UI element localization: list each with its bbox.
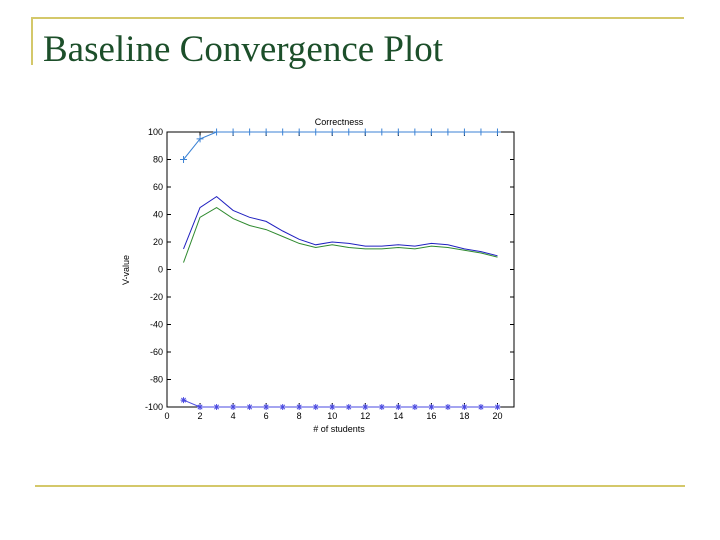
series-4-point — [461, 404, 468, 410]
x-tick-label: 10 — [327, 411, 337, 421]
series-4-point — [494, 404, 501, 410]
x-tick-label: 0 — [164, 411, 169, 421]
series-4-point — [296, 404, 303, 410]
y-tick-label: -20 — [150, 292, 163, 302]
series-1-point — [444, 128, 452, 136]
series-1-point — [312, 128, 320, 136]
series-4-point — [345, 404, 352, 410]
y-tick-label: 100 — [148, 127, 163, 137]
series-1-point — [477, 128, 485, 136]
series-1-point — [328, 128, 336, 136]
chart-title: Correctness — [315, 117, 364, 127]
x-tick-label: 2 — [198, 411, 203, 421]
y-tick-label: -80 — [150, 375, 163, 385]
series-1-point — [493, 128, 501, 136]
axes: 0 2 4 6 8 10 12 14 16 18 20 100 80 60 40 20 0 -20 -40 -60 -8… — [145, 127, 515, 421]
series-4-point — [444, 404, 451, 410]
series-4-point — [230, 404, 237, 410]
series-4-point — [378, 404, 385, 410]
series-1-point — [427, 128, 435, 136]
series-4-point — [329, 404, 336, 410]
y-tick-label: 0 — [158, 265, 163, 275]
series-1-point — [361, 128, 369, 136]
x-tick-label: 18 — [459, 411, 469, 421]
series-4-point — [477, 404, 484, 410]
x-tick-label: 14 — [393, 411, 403, 421]
convergence-chart: Correctness # of students V-value 0 2 4 6 8 1… — [121, 117, 515, 434]
x-axis-label: # of students — [313, 424, 365, 434]
series-1-point — [394, 128, 402, 136]
series-line-3 — [183, 207, 498, 263]
series-4-point — [213, 404, 220, 410]
series-1-point — [411, 128, 419, 136]
x-tick-label: 16 — [426, 411, 436, 421]
y-tick-label: 40 — [153, 210, 163, 220]
y-axis-label: V-value — [121, 255, 131, 285]
plot-frame — [166, 131, 515, 408]
series-4-point — [411, 404, 418, 410]
series-1-point — [295, 128, 303, 136]
series-1-point — [378, 128, 386, 136]
y-tick-label: -60 — [150, 347, 163, 357]
left-rule — [31, 17, 33, 65]
x-tick-label: 12 — [360, 411, 370, 421]
slide-title: Baseline Convergence Plot — [43, 29, 444, 70]
series-1-point — [246, 128, 254, 136]
series-4-point — [362, 404, 369, 410]
bottom-rule — [35, 485, 685, 487]
series-1-point — [180, 156, 188, 163]
series-line-2 — [183, 195, 498, 257]
series-1-point — [229, 128, 237, 136]
series-4-point — [246, 404, 253, 410]
y-tick-label: 80 — [153, 155, 163, 165]
x-tick-label: 20 — [492, 411, 502, 421]
series-4-point — [197, 404, 204, 410]
series-4-point — [263, 404, 270, 410]
top-rule — [31, 17, 684, 19]
series-4-point — [395, 404, 402, 410]
y-tick-label: 20 — [153, 237, 163, 247]
y-tick-label: 60 — [153, 182, 163, 192]
series-4-point — [180, 397, 187, 404]
series-1-point — [345, 128, 353, 136]
x-tick-label: 4 — [231, 411, 236, 421]
series-1-point — [279, 128, 287, 136]
y-tick-label: -100 — [145, 402, 163, 412]
series-line-4 — [183, 399, 498, 408]
series-1-point — [262, 128, 270, 136]
y-tick-label: -40 — [150, 320, 163, 330]
data-series — [180, 128, 501, 410]
series-4-point — [279, 404, 286, 410]
x-tick-label: 6 — [264, 411, 269, 421]
series-1-point — [196, 135, 204, 143]
x-tick-label: 8 — [297, 411, 302, 421]
series-4-point — [428, 404, 435, 410]
series-line-1 — [183, 131, 498, 160]
series-1-point — [213, 128, 221, 136]
series-4-point — [312, 404, 319, 410]
series-1-point — [460, 128, 468, 136]
